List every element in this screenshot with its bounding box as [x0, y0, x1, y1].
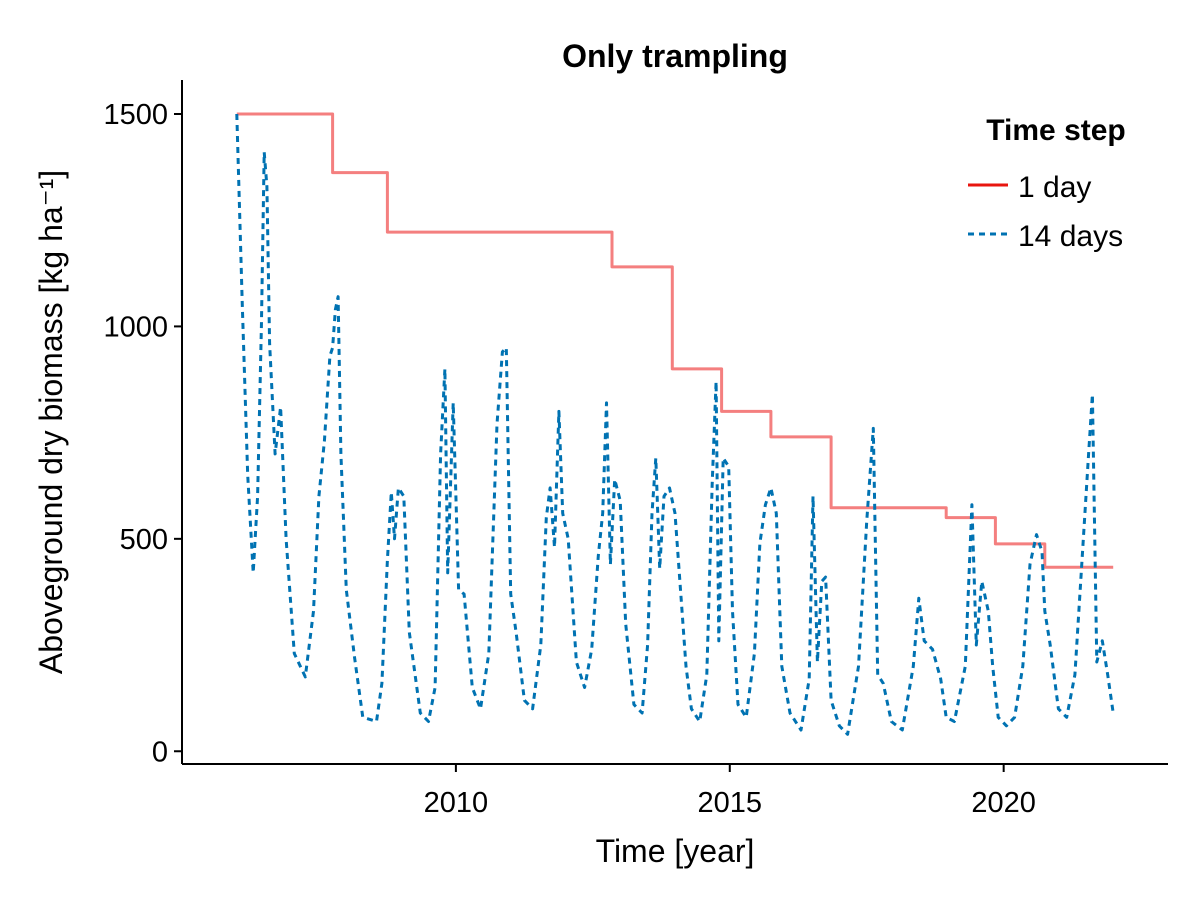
- x-tick-label: 2015: [698, 787, 763, 819]
- y-ticks: 0 500 1000 1500: [103, 99, 182, 768]
- plot-area: 0 500 1000 1500 2010 2015 2020: [103, 80, 1168, 819]
- x-ticks: 2010 2015 2020: [424, 764, 1036, 819]
- legend-title: Time step: [986, 114, 1126, 147]
- x-tick-label: 2010: [424, 787, 489, 819]
- series-line-14-days: [235, 113, 1115, 736]
- y-axis-label: Aboveground dry biomass [kg ha⁻¹]: [33, 170, 69, 674]
- y-tick-label: 1000: [103, 311, 168, 343]
- x-tick-label: 2020: [971, 787, 1036, 819]
- chart-title: Only trampling: [562, 38, 788, 74]
- series-layer: [235, 112, 1115, 736]
- y-tick-label: 500: [120, 524, 168, 556]
- legend-label-14-days: 14 days: [1018, 220, 1123, 253]
- x-axis-label: Time [year]: [596, 833, 755, 869]
- legend: Time step 1 day 14 days: [968, 114, 1126, 253]
- y-tick-label: 0: [152, 736, 168, 768]
- y-tick-label: 1500: [103, 99, 168, 131]
- legend-label-1-day: 1 day: [1018, 171, 1091, 204]
- series-line-1-day: [236, 112, 1114, 569]
